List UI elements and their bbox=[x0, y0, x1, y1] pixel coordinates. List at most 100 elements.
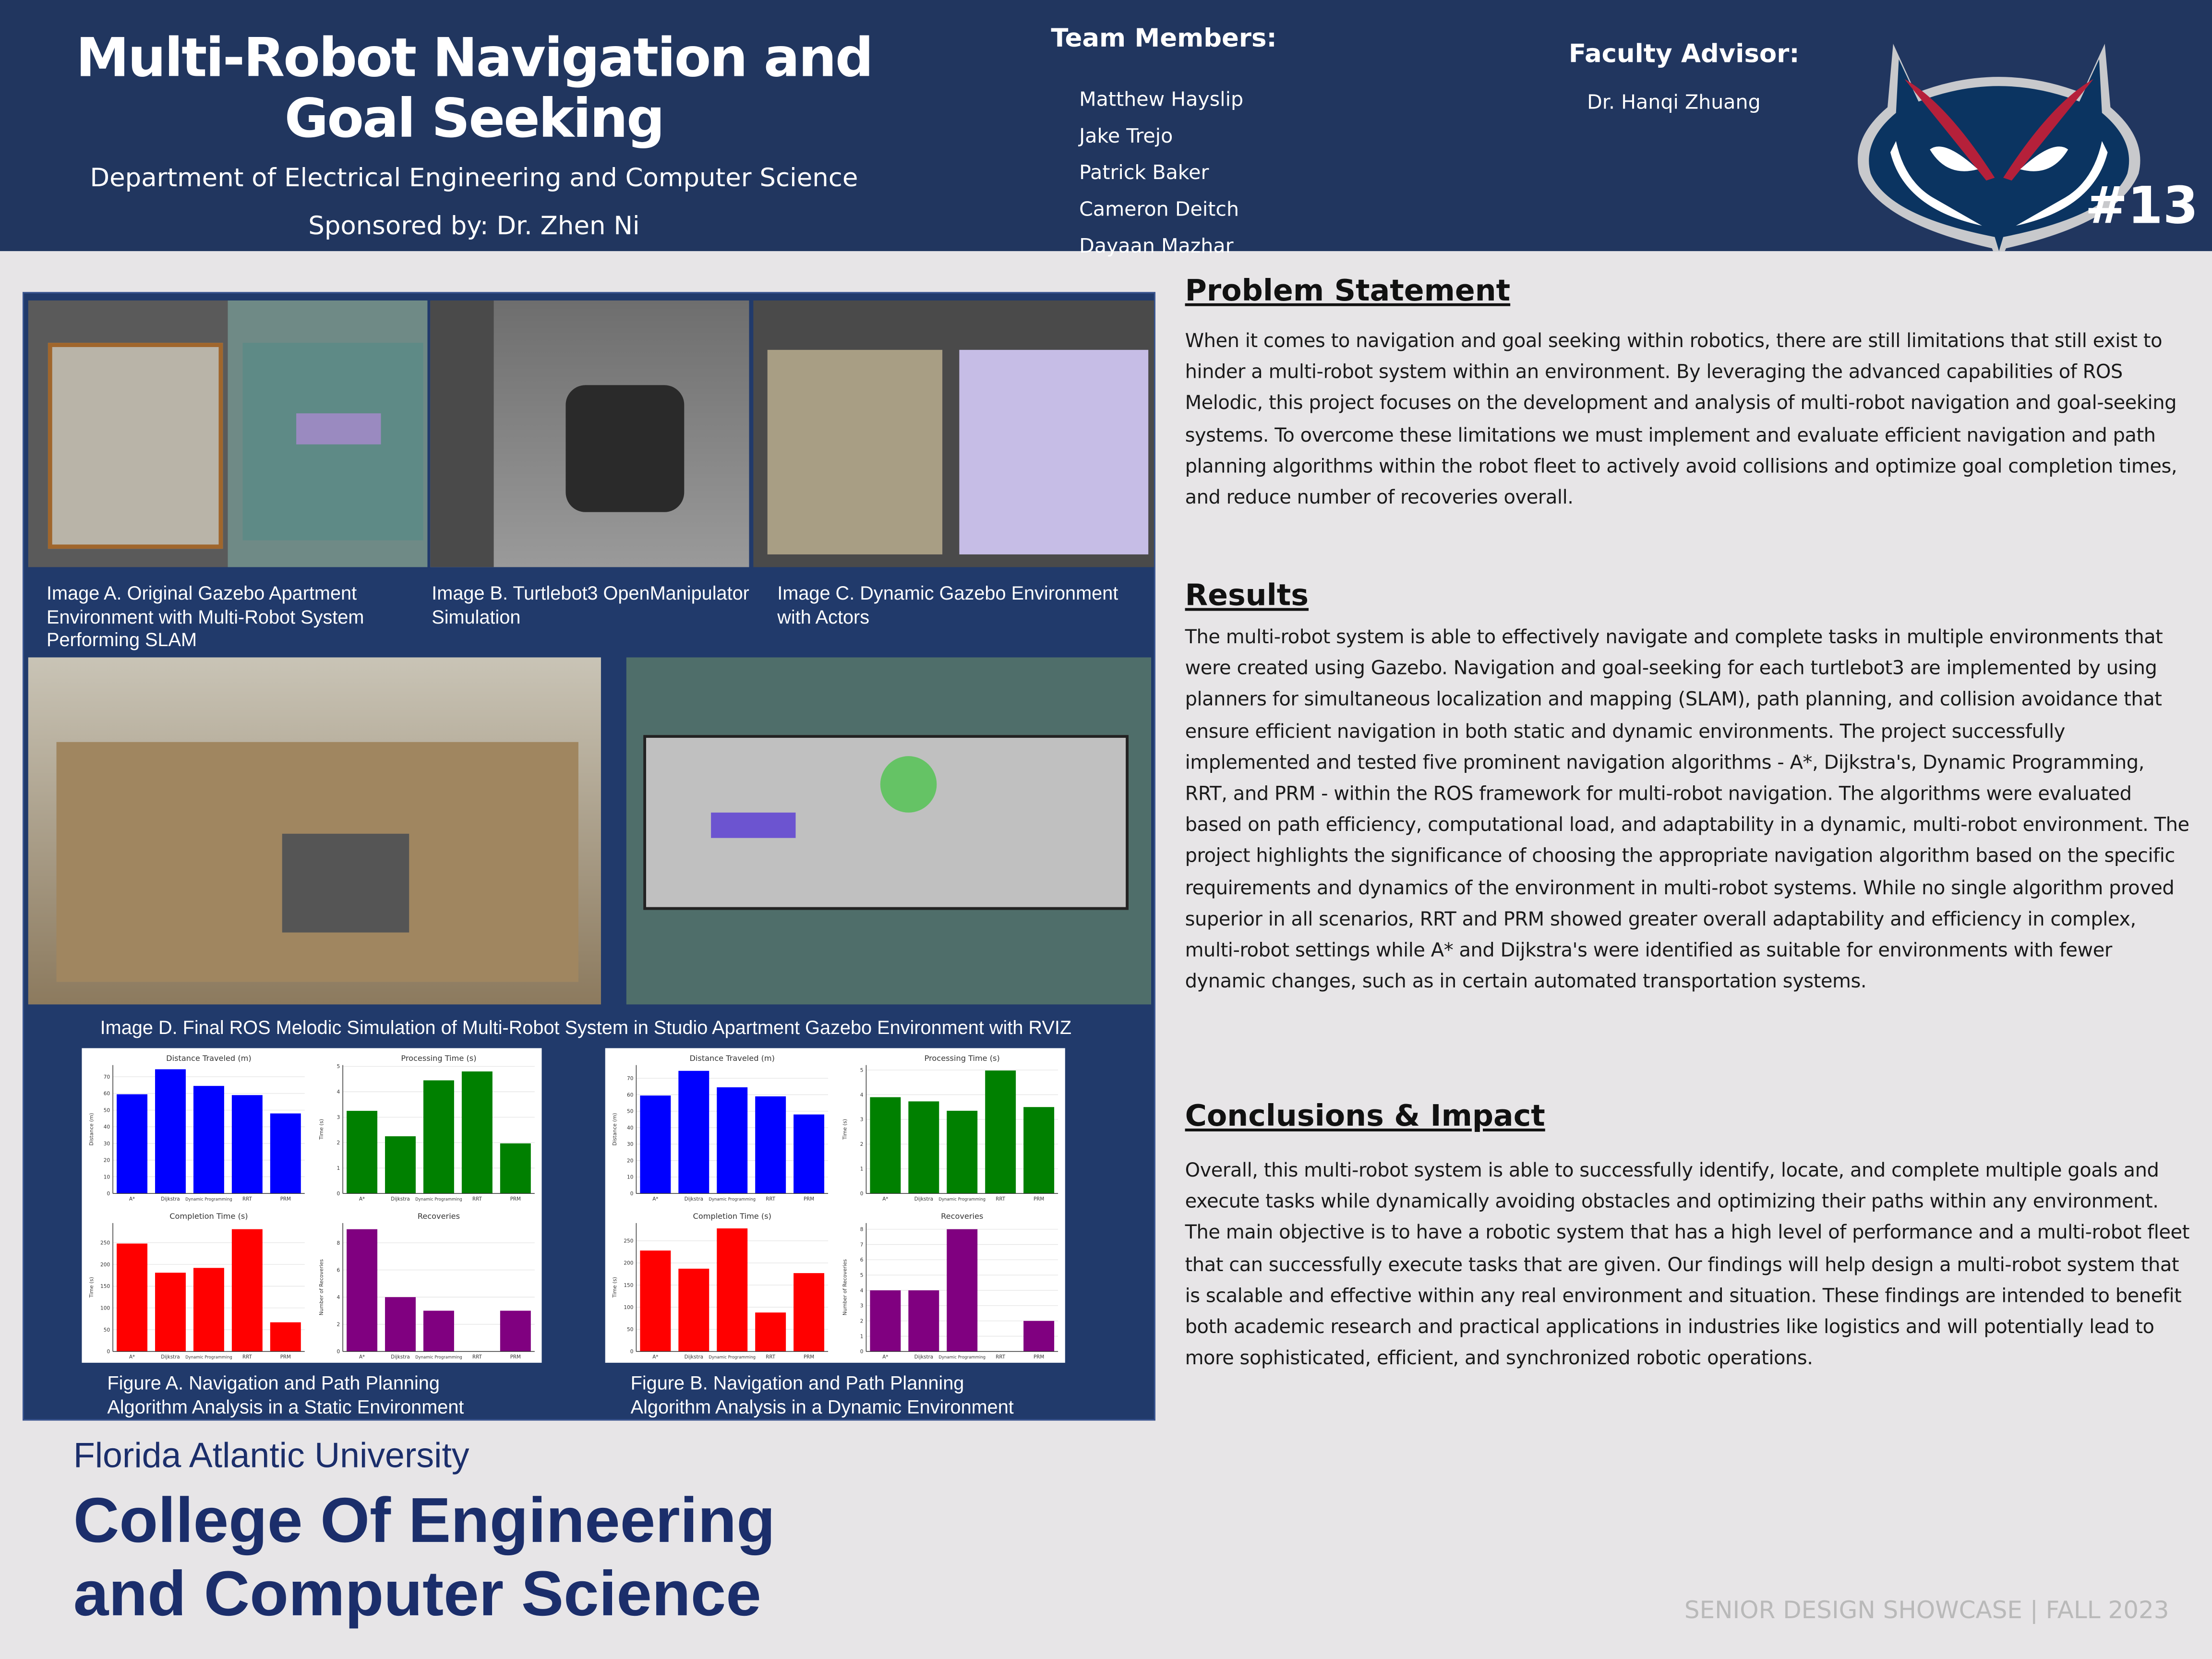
image-d-caption: Image D. Final ROS Melodic Simulation of… bbox=[100, 1017, 1072, 1038]
y-tick-label: 4 bbox=[337, 1089, 340, 1095]
y-axis-label: Time (s) bbox=[89, 1277, 95, 1298]
chart-grid: Distance Traveled (m)Distance (m)0102030… bbox=[612, 1054, 1058, 1360]
y-tick-label: 10 bbox=[627, 1175, 634, 1180]
y-tick-label: 70 bbox=[104, 1074, 110, 1080]
x-tick-label: Dynamic Programming bbox=[185, 1355, 232, 1360]
y-tick-label: 8 bbox=[337, 1240, 340, 1246]
image-c-screenshot bbox=[753, 300, 1154, 567]
chart-title: Processing Time (s) bbox=[401, 1054, 476, 1063]
x-tick-label: PRM bbox=[1034, 1196, 1044, 1202]
bar bbox=[640, 1250, 671, 1352]
team-number: #13 bbox=[2085, 178, 2199, 236]
problem-heading: Problem Statement bbox=[1185, 274, 1511, 308]
bar bbox=[947, 1110, 978, 1194]
x-tick-label: PRM bbox=[1034, 1354, 1044, 1360]
y-tick-label: 3 bbox=[860, 1303, 864, 1309]
bar bbox=[423, 1080, 454, 1194]
sponsor: Sponsored by: Dr. Zhen Ni bbox=[308, 211, 640, 241]
x-tick-label: PRM bbox=[510, 1196, 521, 1202]
x-tick-label: Dynamic Programming bbox=[415, 1355, 462, 1360]
bar bbox=[908, 1101, 939, 1194]
y-tick-label: 0 bbox=[860, 1349, 864, 1355]
bar-chart: Processing Time (s) Time (s) 0 1 2 3 4 5 A* Dijks… bbox=[842, 1054, 1058, 1202]
x-tick-label: PRM bbox=[280, 1354, 291, 1360]
y-tick-label: 5 bbox=[860, 1273, 864, 1278]
chart-title: Processing Time (s) bbox=[925, 1054, 1000, 1063]
x-tick-label: PRM bbox=[804, 1196, 814, 1202]
x-tick-label: Dijkstra bbox=[391, 1354, 409, 1360]
chart-title: Distance Traveled (m) bbox=[166, 1054, 251, 1063]
x-tick-label: Dynamic Programming bbox=[938, 1355, 986, 1360]
y-tick-label: 0 bbox=[630, 1191, 634, 1197]
bar bbox=[1023, 1107, 1055, 1194]
y-axis-label: Time (s) bbox=[319, 1119, 325, 1140]
y-tick-label: 6 bbox=[337, 1267, 340, 1273]
y-tick-label: 40 bbox=[627, 1125, 634, 1131]
x-tick-label: Dijkstra bbox=[914, 1354, 933, 1360]
bar bbox=[1023, 1321, 1055, 1352]
bar-chart: Recoveries Number of Recoveries 0 1 2 3 4 5 6 7 8 A… bbox=[842, 1212, 1058, 1360]
y-tick-label: 0 bbox=[107, 1191, 110, 1197]
x-tick-label: A* bbox=[882, 1354, 888, 1360]
bar-chart: Recoveries Number of Recoveries 0 2 4 6 8 A* Dij… bbox=[319, 1212, 535, 1360]
image-b-caption: Image B. Turtlebot3 OpenManipulator Simu… bbox=[432, 582, 749, 627]
y-tick-label: 150 bbox=[624, 1283, 633, 1288]
y-axis-label: Number of Recoveries bbox=[319, 1259, 325, 1315]
results-heading: Results bbox=[1185, 578, 1309, 613]
y-axis-label: Number of Recoveries bbox=[842, 1259, 848, 1315]
team-member: Cameron Deitch bbox=[1079, 199, 1239, 222]
x-tick-label: A* bbox=[129, 1354, 135, 1360]
y-tick-label: 50 bbox=[627, 1109, 634, 1115]
x-tick-label: Dijkstra bbox=[685, 1196, 703, 1202]
university-name: Florida Atlantic University bbox=[73, 1436, 469, 1476]
y-tick-label: 30 bbox=[104, 1141, 110, 1147]
y-tick-label: 4 bbox=[337, 1295, 340, 1300]
chart-title: Completion Time (s) bbox=[169, 1212, 248, 1221]
y-tick-label: 250 bbox=[100, 1240, 110, 1246]
bar bbox=[347, 1229, 378, 1352]
y-tick-label: 20 bbox=[104, 1158, 110, 1164]
y-tick-label: 1 bbox=[337, 1166, 340, 1171]
results-text: The multi-robot system is able to effect… bbox=[1185, 626, 2190, 994]
x-tick-label: Dynamic Programming bbox=[709, 1355, 756, 1360]
y-tick-label: 3 bbox=[337, 1115, 340, 1120]
x-tick-label: Dynamic Programming bbox=[709, 1197, 756, 1202]
bar-chart: Distance Traveled (m) Distance (m) 0 10 20 30… bbox=[612, 1054, 829, 1202]
y-tick-label: 70 bbox=[627, 1076, 634, 1082]
problem-text: When it comes to navigation and goal see… bbox=[1185, 330, 2177, 509]
bar bbox=[870, 1290, 901, 1352]
y-axis-label: Distance (m) bbox=[612, 1113, 618, 1145]
x-tick-label: A* bbox=[129, 1196, 135, 1202]
y-tick-label: 20 bbox=[627, 1158, 634, 1164]
x-tick-label: RRT bbox=[472, 1354, 482, 1360]
bar bbox=[385, 1297, 416, 1352]
bar bbox=[347, 1111, 378, 1194]
y-tick-label: 1 bbox=[860, 1334, 864, 1339]
x-tick-label: A* bbox=[652, 1354, 658, 1360]
y-tick-label: 8 bbox=[860, 1226, 864, 1232]
y-axis-label: Time (s) bbox=[842, 1119, 848, 1140]
image-d-gazebo bbox=[28, 657, 601, 1005]
bar bbox=[155, 1069, 186, 1194]
y-tick-label: 30 bbox=[627, 1142, 634, 1147]
x-tick-label: RRT bbox=[996, 1354, 1006, 1360]
y-tick-label: 60 bbox=[627, 1092, 634, 1098]
x-tick-label: RRT bbox=[242, 1196, 252, 1202]
y-axis-label: Distance (m) bbox=[89, 1113, 95, 1145]
y-tick-label: 100 bbox=[100, 1306, 110, 1311]
images-panel: Image A. Original Gazebo Apartment Envir… bbox=[23, 292, 1155, 1421]
team-list: Matthew Hayslip Jake Trejo Patrick Baker… bbox=[1079, 82, 1243, 265]
bar bbox=[117, 1094, 148, 1194]
y-axis-label: Time (s) bbox=[612, 1277, 618, 1298]
y-tick-label: 2 bbox=[337, 1140, 340, 1146]
y-tick-label: 100 bbox=[624, 1305, 633, 1310]
x-tick-label: Dijkstra bbox=[161, 1196, 180, 1202]
y-tick-label: 200 bbox=[100, 1262, 110, 1268]
college-line-1: College Of Engineering bbox=[73, 1484, 776, 1556]
bar bbox=[755, 1096, 786, 1194]
bar bbox=[755, 1312, 786, 1352]
bar bbox=[193, 1086, 224, 1194]
bar bbox=[231, 1229, 263, 1352]
image-a-caption: Image A. Original Gazebo Apartment Envir… bbox=[46, 582, 364, 650]
advisor-name: Dr. Hanqi Zhuang bbox=[1587, 92, 1761, 115]
